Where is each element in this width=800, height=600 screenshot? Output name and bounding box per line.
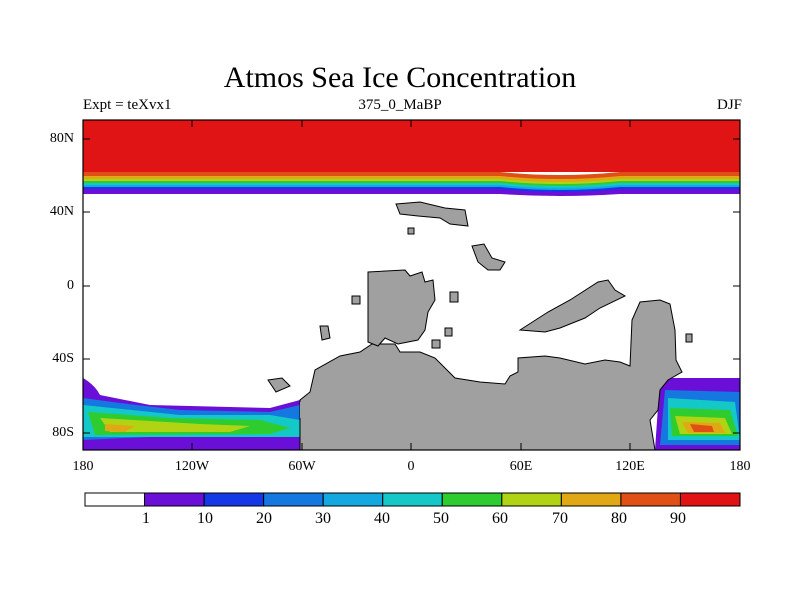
season-label: DJF bbox=[716, 97, 742, 113]
small-island-landmass bbox=[449, 291, 459, 303]
y-axis-label: 80S bbox=[52, 425, 74, 440]
x-axis-label: 60W bbox=[288, 459, 316, 474]
colorbar-label: 40 bbox=[374, 510, 390, 527]
experiment-label: Expt = teXvx1 bbox=[83, 97, 172, 113]
colorbar-swatch bbox=[322, 492, 384, 507]
x-axis-label: 120W bbox=[174, 459, 210, 474]
map-title: Atmos Sea Ice Concentration bbox=[223, 61, 577, 94]
colorbar-swatch bbox=[620, 492, 681, 507]
colorbar-label: 80 bbox=[611, 510, 627, 527]
colorbar-swatch bbox=[679, 492, 741, 507]
small-island-landmass bbox=[351, 295, 361, 305]
x-axis-label: 180 bbox=[729, 459, 751, 474]
small-island-landmass bbox=[319, 325, 331, 341]
colorbar-swatch bbox=[501, 492, 562, 507]
colorbar-swatch bbox=[263, 492, 324, 507]
x-axis-label: 0 bbox=[407, 459, 415, 474]
small-island-landmass bbox=[444, 327, 453, 337]
y-axis-label: 80N bbox=[49, 131, 74, 146]
small-island-landmass bbox=[431, 339, 441, 349]
colorbar-label: 30 bbox=[315, 510, 331, 527]
colorbar-swatch bbox=[84, 492, 146, 507]
colorbar-swatch bbox=[382, 492, 443, 507]
y-axis-label: 40N bbox=[49, 204, 74, 219]
period-label: 375_0_MaBP bbox=[358, 97, 442, 113]
y-axis-label: 40S bbox=[52, 351, 74, 366]
central-continent-landmass bbox=[367, 269, 436, 347]
small-island-landmass bbox=[267, 377, 291, 393]
small-island-landmass bbox=[685, 333, 693, 343]
x-axis-label: 180 bbox=[72, 459, 94, 474]
colorbar-label: 10 bbox=[197, 510, 213, 527]
x-axis-label: 60E bbox=[509, 459, 533, 474]
eastern-peninsula-landmass bbox=[518, 279, 627, 333]
x-axis-label: 120E bbox=[615, 459, 645, 474]
y-axis-label: 0 bbox=[67, 278, 74, 293]
colorbar-swatch bbox=[203, 492, 265, 507]
colorbar-label: 1 bbox=[142, 510, 150, 527]
land-masses bbox=[267, 201, 693, 451]
north-island-small-landmass bbox=[471, 243, 506, 271]
arctic-ice-field bbox=[83, 120, 740, 196]
colorbar-swatch bbox=[441, 492, 503, 507]
colorbar-label: 50 bbox=[433, 510, 449, 527]
axis-ticks bbox=[83, 120, 740, 450]
colorbar-label: 20 bbox=[256, 510, 272, 527]
northern-island-landmass bbox=[395, 201, 469, 227]
colorbar-swatch bbox=[560, 492, 622, 507]
small-island-landmass bbox=[407, 227, 415, 235]
colorbar-label: 90 bbox=[670, 510, 686, 527]
colorbar-swatch bbox=[144, 492, 205, 507]
colorbar-label: 60 bbox=[492, 510, 508, 527]
colorbar-label: 70 bbox=[552, 510, 568, 527]
